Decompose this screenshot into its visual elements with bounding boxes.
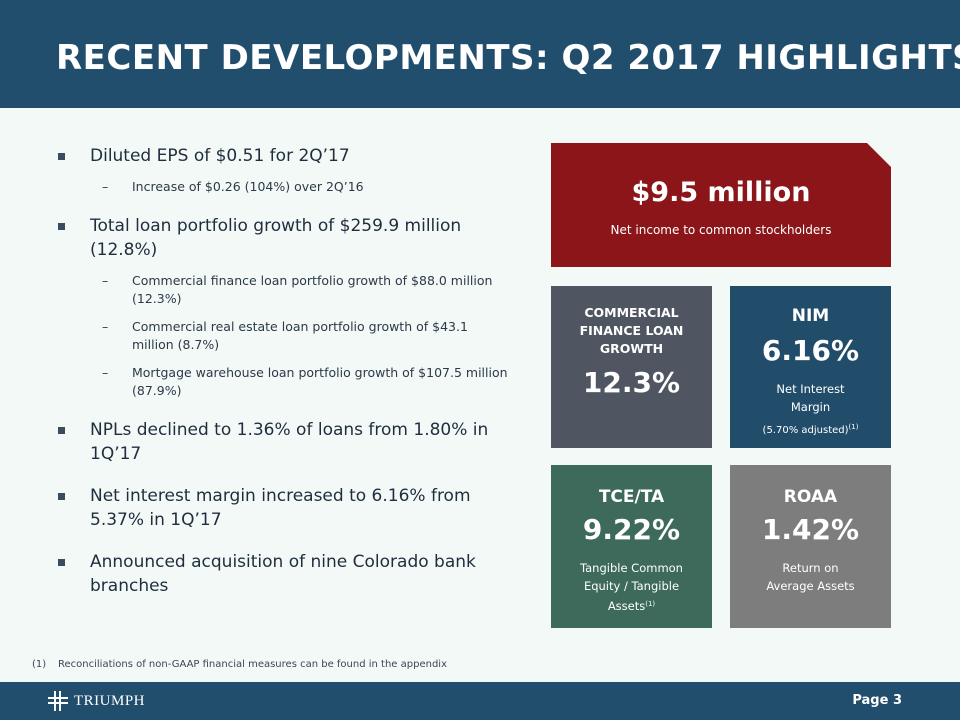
- tce-desc-line: Tangible Common: [580, 561, 683, 575]
- footnote: (1) Reconciliations of non-GAAP financial…: [32, 659, 447, 670]
- square-bullet-icon: [58, 153, 65, 160]
- footer-bar: TRIUMPH Page 3: [0, 682, 960, 720]
- dash-bullet-icon: –: [102, 179, 109, 194]
- footnote-text: Reconciliations of non-GAAP financial me…: [58, 659, 447, 670]
- sub-bullet-item: – Commercial finance loan portfolio growt…: [102, 273, 493, 306]
- bullet-item: Announced acquisition of nine Colorado b…: [58, 550, 508, 598]
- net-income-tile: $9.5 million Net income to common stockh…: [551, 143, 891, 267]
- bullet-item: Diluted EPS of $0.51 for 2Q’17: [58, 144, 508, 168]
- roaa-value: 1.42%: [761, 513, 860, 546]
- nim-tile: NIM 6.16% Net Interest Margin (5.70% adj…: [730, 286, 891, 448]
- tce-ta-tile: TCE/TA 9.22% Tangible Common Equity / Ta…: [551, 465, 712, 628]
- dash-bullet-icon: –: [102, 273, 109, 288]
- square-bullet-icon: [58, 493, 65, 500]
- triumph-cross-icon: [48, 691, 68, 711]
- square-bullet-icon: [58, 559, 65, 566]
- nim-desc-line: Net Interest: [776, 382, 845, 396]
- nim-desc-line: Margin: [790, 400, 831, 414]
- dash-bullet-icon: –: [102, 365, 109, 380]
- sub-bullet-item: – Mortgage warehouse loan portfolio growt…: [102, 365, 508, 398]
- nim-label: NIM: [791, 306, 830, 326]
- dash-bullet-icon: –: [102, 319, 109, 334]
- page-number: Page 3: [852, 693, 902, 708]
- page-title: RECENT DEVELOPMENTS: Q2 2017 HIGHLIGHTS: [56, 38, 960, 78]
- cf-label-line: GROWTH: [599, 341, 664, 356]
- square-bullet-icon: [58, 427, 65, 434]
- cf-growth-value: 12.3%: [582, 366, 681, 399]
- net-income-value: $9.5 million: [631, 177, 811, 208]
- bullet-item: NPLs declined to 1.36% of loans from 1.8…: [58, 418, 508, 466]
- bullet-item: Net interest margin increased to 6.16% f…: [58, 484, 508, 532]
- roaa-desc-line: Average Assets: [766, 579, 855, 593]
- logo-wordmark: TRIUMPH: [74, 692, 146, 709]
- nim-value: 6.16%: [761, 334, 860, 367]
- tce-desc-line: Equity / Tangible: [583, 579, 680, 593]
- tce-value: 9.22%: [582, 513, 681, 546]
- square-bullet-icon: [58, 223, 65, 230]
- commercial-finance-tile: COMMERCIAL FINANCE LOAN GROWTH 12.3%: [551, 286, 712, 448]
- footnote-number: (1): [32, 659, 47, 670]
- roaa-desc-line: Return on: [782, 561, 839, 575]
- roaa-label: ROAA: [783, 487, 838, 507]
- sub-bullet-item: – Increase of $0.26 (104%) over 2Q’16: [102, 179, 364, 194]
- bullet-list: Diluted EPS of $0.51 for 2Q’17 – Increase…: [58, 144, 508, 598]
- roaa-tile: ROAA 1.42% Return on Average Assets: [730, 465, 891, 628]
- nim-adjusted-note: (5.70% adjusted)(1): [762, 423, 859, 436]
- sub-bullet-item: – Commercial real estate loan portfolio g…: [102, 319, 468, 352]
- tce-label: TCE/TA: [598, 487, 665, 507]
- cf-label-line: COMMERCIAL: [584, 305, 679, 320]
- triumph-logo: TRIUMPH: [48, 691, 145, 711]
- header-bar: RECENT DEVELOPMENTS: Q2 2017 HIGHLIGHTS: [0, 0, 960, 108]
- tce-desc-line: Assets(1): [607, 599, 656, 613]
- cf-label-line: FINANCE LOAN: [579, 323, 684, 338]
- bullet-item: Total loan portfolio growth of $259.9 mi…: [58, 214, 508, 262]
- net-income-label: Net income to common stockholders: [610, 223, 832, 237]
